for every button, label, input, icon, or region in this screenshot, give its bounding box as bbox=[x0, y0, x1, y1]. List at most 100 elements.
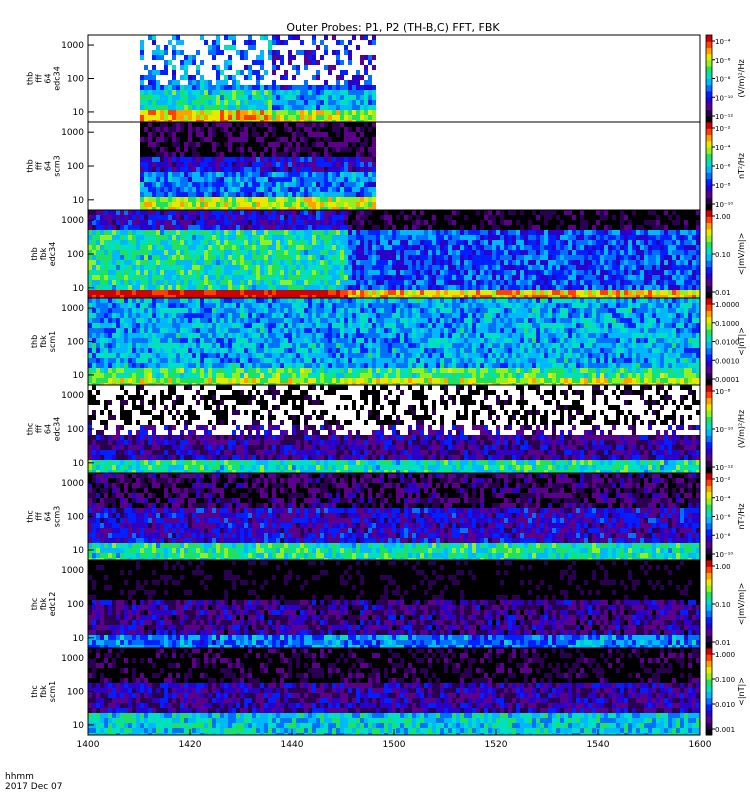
spectrogram-cell bbox=[184, 265, 188, 270]
spectrogram-cell bbox=[252, 290, 256, 295]
spectrogram-cell bbox=[172, 35, 176, 40]
spectrogram-cell bbox=[164, 220, 168, 225]
spectrogram-cell bbox=[184, 210, 188, 215]
spectrogram-cell bbox=[616, 255, 620, 260]
spectrogram-cell bbox=[148, 152, 152, 157]
spectrogram-cell bbox=[116, 250, 120, 255]
spectrogram-cell bbox=[360, 245, 364, 250]
spectrogram-cell bbox=[688, 215, 692, 220]
spectrogram-cell bbox=[140, 137, 144, 142]
spectrogram-cell bbox=[248, 122, 252, 127]
spectrogram-cell bbox=[172, 115, 176, 120]
spectrogram-cell bbox=[192, 225, 196, 230]
spectrogram-cell bbox=[144, 147, 148, 152]
spectrogram-cell bbox=[368, 280, 372, 285]
spectrogram-cell bbox=[224, 290, 228, 295]
spectrogram-cell bbox=[172, 147, 176, 152]
spectrogram-cell bbox=[324, 285, 328, 290]
spectrogram-cell bbox=[156, 95, 160, 100]
spectrogram-cell bbox=[608, 225, 612, 230]
spectrogram-cell bbox=[296, 95, 300, 100]
spectrogram-cell bbox=[312, 197, 316, 202]
spectrogram-cell bbox=[176, 210, 180, 215]
spectrogram-cell bbox=[216, 260, 220, 265]
spectrogram-cell bbox=[356, 147, 360, 152]
spectrogram-cell bbox=[140, 265, 144, 270]
spectrogram-cell bbox=[304, 192, 308, 197]
spectrogram-cell bbox=[220, 275, 224, 280]
spectrogram-cell bbox=[132, 298, 136, 303]
spectrogram-cell bbox=[156, 285, 160, 290]
spectrogram-cell bbox=[372, 137, 376, 142]
spectrogram-cell bbox=[220, 132, 224, 137]
spectrogram-cell bbox=[276, 270, 280, 275]
spectrogram-cell bbox=[592, 220, 596, 225]
spectrogram-cell bbox=[400, 245, 404, 250]
spectrogram-cell bbox=[208, 80, 212, 85]
spectrogram-cell bbox=[668, 210, 672, 215]
spectrogram-cell bbox=[232, 202, 236, 207]
spectrogram-cell bbox=[464, 270, 468, 275]
spectrogram-cell bbox=[144, 122, 148, 127]
spectrogram-cell bbox=[648, 275, 652, 280]
spectrogram-cell bbox=[596, 210, 600, 215]
spectrogram-cell bbox=[300, 260, 304, 265]
spectrogram-cell bbox=[184, 147, 188, 152]
spectrogram-cell bbox=[372, 202, 376, 207]
spectrogram-cell bbox=[236, 70, 240, 75]
spectrogram-cell bbox=[496, 270, 500, 275]
spectrogram-cell bbox=[148, 100, 152, 105]
spectrogram-cell bbox=[524, 240, 528, 245]
spectrogram-cell bbox=[144, 250, 148, 255]
spectrogram-cell bbox=[496, 240, 500, 245]
spectrogram-cell bbox=[616, 225, 620, 230]
spectrogram-cell bbox=[284, 142, 288, 147]
spectrogram-cell bbox=[356, 285, 360, 290]
spectrogram-cell bbox=[368, 85, 372, 90]
spectrogram-cell bbox=[276, 142, 280, 147]
spectrogram-cell bbox=[112, 323, 116, 328]
spectrogram-cell bbox=[632, 280, 636, 285]
spectrogram-cell bbox=[124, 343, 128, 348]
spectrogram-cell bbox=[356, 215, 360, 220]
spectrogram-cell bbox=[140, 368, 144, 373]
spectrogram-cell bbox=[164, 142, 168, 147]
spectrogram-cell bbox=[600, 245, 604, 250]
spectrogram-cell bbox=[668, 270, 672, 275]
spectrogram-cell bbox=[256, 197, 260, 202]
spectrogram-cell bbox=[692, 255, 696, 260]
spectrogram-cell bbox=[324, 240, 328, 245]
spectrogram-cell bbox=[364, 35, 368, 40]
spectrogram-cell bbox=[600, 275, 604, 280]
spectrogram-cell bbox=[336, 202, 340, 207]
spectrogram-cell bbox=[296, 285, 300, 290]
spectrogram-cell bbox=[536, 270, 540, 275]
colorbar-label: <|mV/m|> bbox=[737, 233, 746, 276]
spectrogram-cell bbox=[208, 110, 212, 115]
spectrogram-cell bbox=[648, 225, 652, 230]
spectrogram-cell bbox=[220, 197, 224, 202]
spectrogram-cell bbox=[308, 202, 312, 207]
spectrogram-cell bbox=[212, 235, 216, 240]
spectrogram-cell bbox=[168, 60, 172, 65]
spectrogram-cell bbox=[280, 215, 284, 220]
spectrogram-cell bbox=[148, 255, 152, 260]
spectrogram-cell bbox=[372, 65, 376, 70]
spectrogram-cell bbox=[144, 162, 148, 167]
spectrogram-cell bbox=[208, 220, 212, 225]
spectrogram-cell bbox=[556, 270, 560, 275]
spectrogram-cell bbox=[312, 285, 316, 290]
spectrogram-cell bbox=[248, 147, 252, 152]
spectrogram-cell bbox=[228, 235, 232, 240]
spectrogram-cell bbox=[388, 240, 392, 245]
spectrogram-cell bbox=[660, 220, 664, 225]
spectrogram-cell bbox=[96, 333, 100, 338]
spectrogram-cell bbox=[592, 230, 596, 235]
spectrogram-cell bbox=[316, 157, 320, 162]
spectrogram-cell bbox=[392, 215, 396, 220]
spectrogram-cell bbox=[668, 220, 672, 225]
spectrogram-cell bbox=[648, 240, 652, 245]
spectrogram-cell bbox=[548, 270, 552, 275]
panel-ylabel-line: fff bbox=[35, 162, 44, 171]
spectrogram-cell bbox=[392, 265, 396, 270]
